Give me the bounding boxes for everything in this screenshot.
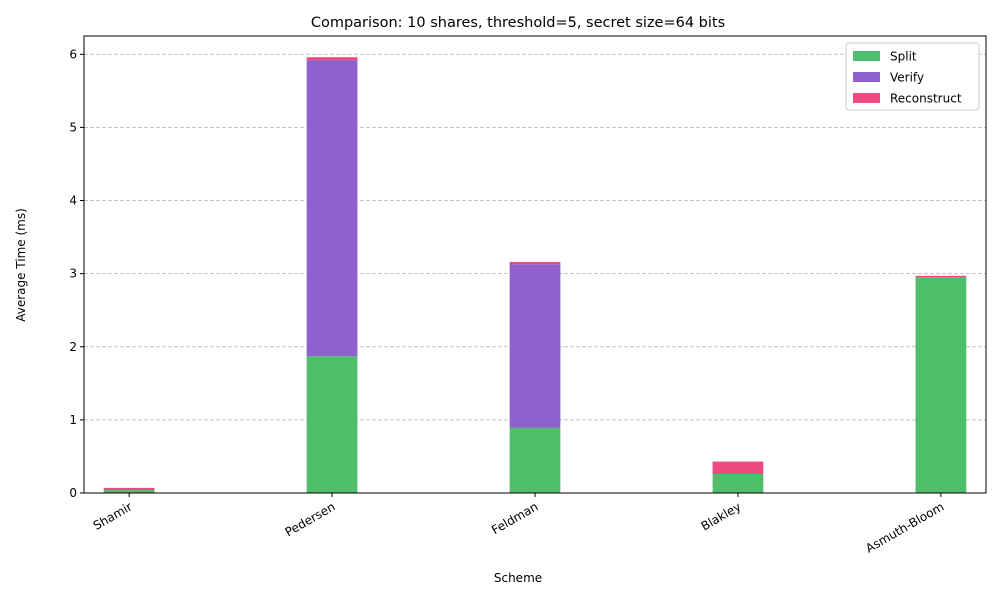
- bar-split-pedersen: [306, 356, 358, 493]
- legend-swatch-split: [853, 51, 880, 61]
- y-axis-ticks: 0 1 2 3 4 5 6: [69, 47, 84, 500]
- y-tick-label-0: 0: [69, 486, 77, 500]
- y-tick-label-5: 5: [69, 120, 77, 134]
- chart-title: Comparison: 10 shares, threshold=5, secr…: [311, 15, 725, 31]
- y-tick-label-2: 2: [69, 340, 77, 354]
- bar-reconstruct-asmuth-bloom: [915, 275, 967, 278]
- bar-split-blakley: [712, 473, 764, 493]
- x-axis-ticks: Shamir Pedersen Feldman Blakley Asmuth-Bloom: [91, 493, 946, 556]
- y-axis-label: Average Time (ms): [14, 208, 28, 322]
- legend-label-verify: Verify: [890, 71, 924, 85]
- legend-swatch-verify: [853, 72, 880, 82]
- bar-reconstruct-feldman: [509, 261, 561, 265]
- x-tick-label-feldman: Feldman: [489, 499, 540, 537]
- bar-reconstruct-pedersen: [306, 57, 358, 61]
- legend-label-reconstruct: Reconstruct: [890, 92, 962, 106]
- bar-reconstruct-shamir: [103, 487, 155, 491]
- bar-split-shamir: [103, 490, 155, 493]
- bar-split-asmuth-bloom: [915, 277, 967, 493]
- bar-reconstruct-blakley: [712, 461, 764, 474]
- y-tick-label-6: 6: [69, 47, 77, 61]
- x-tick-label-asmuth-bloom: Asmuth-Bloom: [863, 499, 946, 555]
- bar-split-feldman: [509, 427, 561, 493]
- x-axis-label: Scheme: [494, 571, 542, 585]
- x-tick-label-shamir: Shamir: [91, 499, 135, 532]
- x-tick-label-pedersen: Pedersen: [283, 499, 338, 539]
- legend-swatch-reconstruct: [853, 93, 880, 103]
- x-tick-label-blakley: Blakley: [699, 499, 744, 533]
- legend-label-split: Split: [890, 50, 917, 64]
- legend: Split Verify Reconstruct: [845, 42, 980, 111]
- bar-verify-feldman: [509, 264, 561, 428]
- y-tick-label-1: 1: [69, 413, 77, 427]
- bars: [103, 57, 967, 493]
- y-tick-label-4: 4: [69, 194, 77, 208]
- bar-verify-pedersen: [306, 60, 358, 357]
- y-tick-label-3: 3: [69, 267, 77, 281]
